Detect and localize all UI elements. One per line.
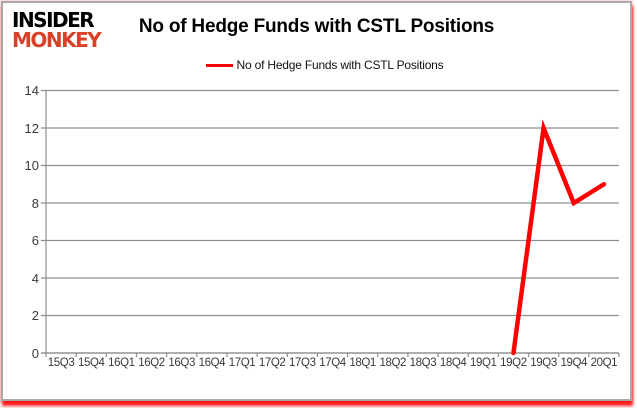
x-tick-label: 19Q3 — [530, 357, 557, 369]
series-line — [511, 119, 607, 356]
x-tick-label: 18Q4 — [439, 357, 467, 369]
x-tick-label: 17Q2 — [258, 357, 286, 369]
chart-title: No of Hedge Funds with CSTL Positions — [138, 16, 495, 37]
chart-legend: No of Hedge Funds with CSTL Positions — [11, 58, 637, 72]
y-tick-label: 0 — [31, 345, 39, 361]
x-tick-label: 19Q1 — [469, 357, 497, 369]
y-tick-label: 8 — [31, 195, 39, 211]
x-tick-label: 16Q1 — [108, 357, 135, 369]
x-tick-label: 19Q4 — [560, 357, 587, 369]
x-tick-label: 18Q3 — [409, 357, 437, 369]
x-tick-label: 15Q4 — [77, 357, 105, 369]
x-axis-labels: 15Q3 15Q4 16Q1 16Q2 16Q3 16Q4 17Q1 17Q2 … — [46, 357, 619, 369]
x-tick-label: 17Q4 — [319, 357, 346, 369]
chart-widget: INSIDER MONKEY No of Hedge Funds with CS… — [1, 1, 632, 401]
insider-monkey-logo: INSIDER MONKEY — [12, 8, 102, 52]
x-tick-label: 16Q2 — [138, 357, 165, 369]
legend-label: No of Hedge Funds with CSTL Positions — [236, 58, 444, 72]
y-tick-label: 4 — [31, 270, 39, 286]
y-tick-label: 10 — [24, 158, 39, 173]
y-tick-label: 12 — [24, 120, 39, 136]
x-tick-label: 16Q4 — [198, 357, 226, 369]
logo-line1: INSIDER — [12, 8, 95, 32]
x-tick-label: 17Q1 — [228, 357, 256, 369]
x-tick-label: 16Q3 — [168, 357, 195, 369]
x-tick-label: 18Q1 — [349, 357, 376, 369]
x-tick-label: 15Q3 — [47, 357, 75, 369]
x-tick-label: 19Q2 — [500, 357, 527, 369]
x-tick-label: 18Q2 — [379, 357, 407, 369]
y-tick-label: 2 — [31, 308, 39, 323]
logo-line2: MONKEY — [12, 27, 102, 52]
y-tick-label: 14 — [24, 83, 39, 98]
x-tick-label: 17Q3 — [289, 357, 316, 369]
x-tick-label: 20Q1 — [590, 357, 618, 369]
y-tick-label: 6 — [31, 233, 39, 248]
legend-line-swatch — [205, 63, 233, 67]
line-chart-plot — [41, 89, 620, 357]
